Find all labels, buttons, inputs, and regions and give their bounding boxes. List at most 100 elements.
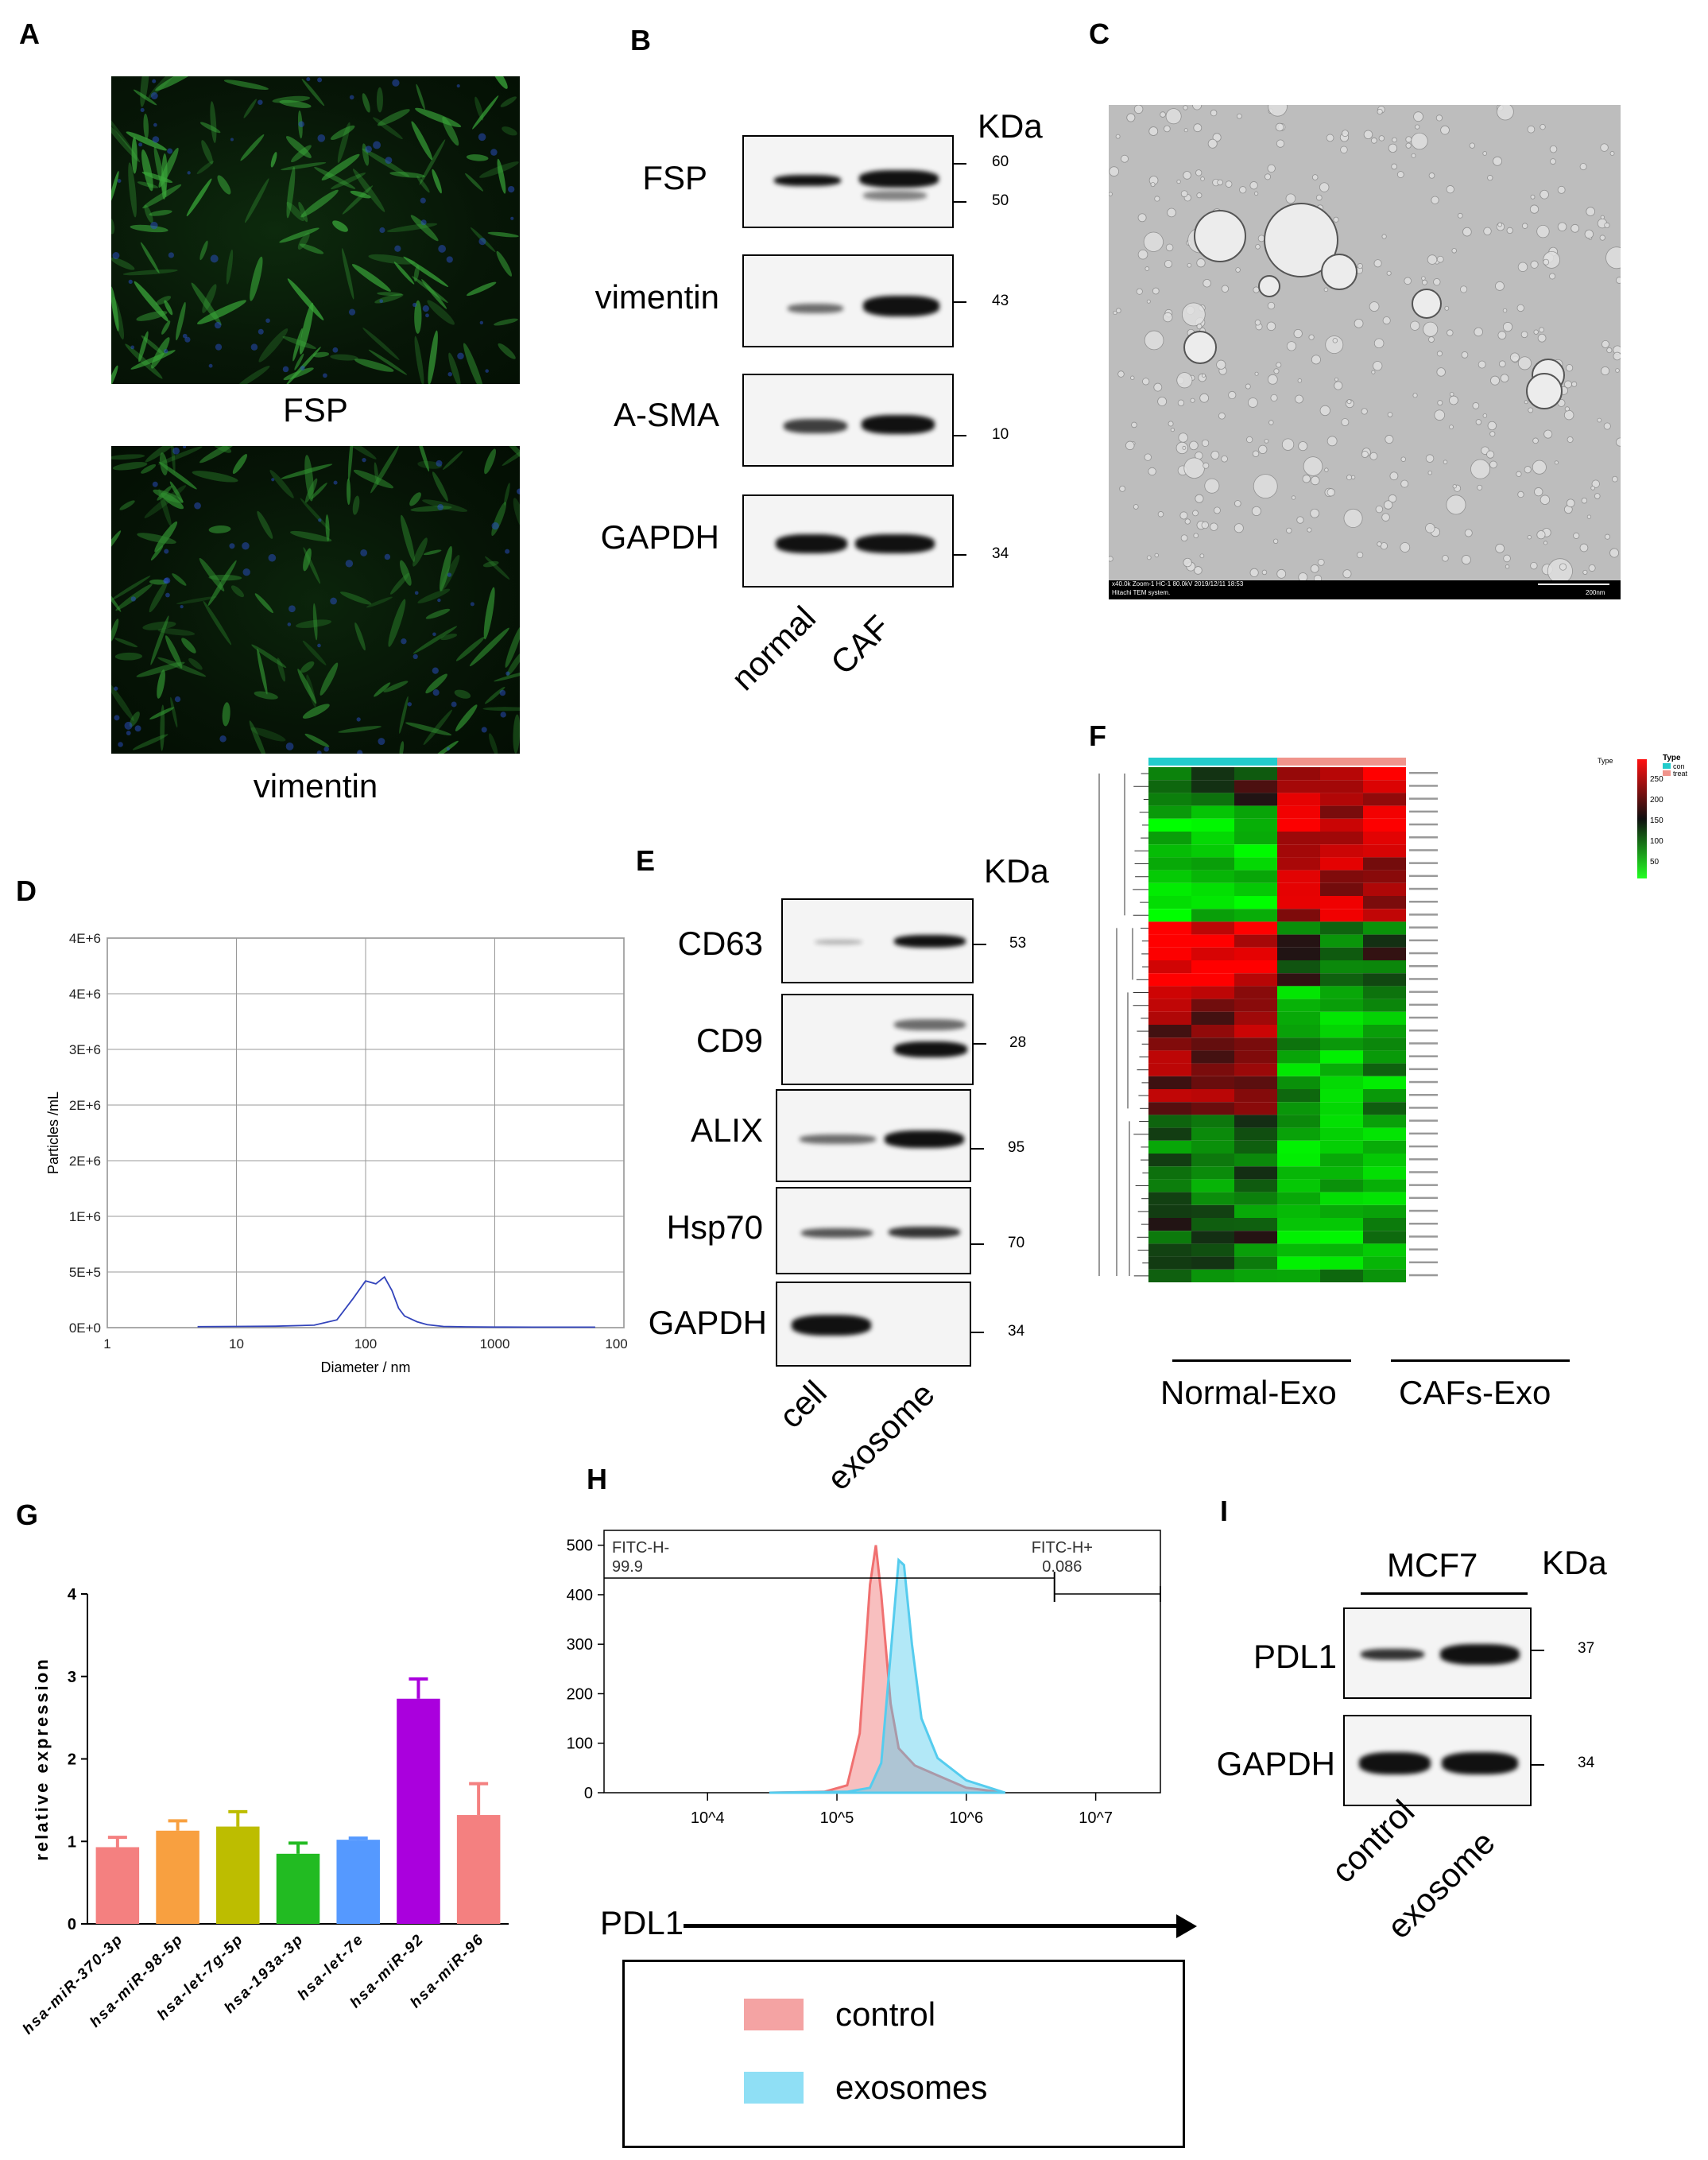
- legend-swatch-control: [744, 1999, 804, 2030]
- row-label: [1409, 1184, 1438, 1186]
- heatmap-cell: [1191, 960, 1234, 974]
- mw-cd9-28: 28: [1009, 1034, 1027, 1051]
- row-label: [1409, 849, 1438, 851]
- heatmap-cell: [1320, 857, 1363, 871]
- flow-cytometry-histogram: 0 100 200 300 400 500 10^4 10^5 10^6 10^7 FITC-H-9…: [567, 1530, 1161, 1827]
- row-label: [1409, 1248, 1438, 1251]
- heatmap-cell: [1191, 1076, 1234, 1089]
- mw-asma-10: 10: [992, 426, 1009, 443]
- mw-gapdh-34-e: 34: [1008, 1323, 1025, 1340]
- row-label: [1409, 901, 1438, 903]
- heatmap-cell: [1320, 1154, 1363, 1167]
- heatmap-cell: [1191, 986, 1234, 999]
- x-tick-label: 10: [229, 1336, 244, 1351]
- heatmap-cell: [1234, 1050, 1277, 1064]
- size-distribution-line: [197, 1275, 595, 1328]
- heatmap-cell: [1363, 1025, 1406, 1038]
- kda-unit-b: KDa: [978, 107, 1043, 145]
- panel-letter-a: A: [19, 17, 40, 50]
- heatmap-cell: [1148, 780, 1191, 793]
- histogram-exosomes: [769, 1557, 1006, 1794]
- heatmap-cell: [1320, 1269, 1363, 1282]
- heatmap-cell: [1277, 1140, 1320, 1154]
- y-tick-label: 200: [567, 1685, 593, 1703]
- heatmap-cell: [1277, 1050, 1320, 1064]
- panel-letter-d: D: [16, 874, 37, 907]
- heatmap-cell: [1148, 896, 1191, 909]
- heatmap-cell: [1234, 1204, 1277, 1218]
- heatmap-cell: [1277, 1179, 1320, 1192]
- row-label: [1409, 1003, 1438, 1006]
- group-label-cafs-exo: CAFs-Exo: [1399, 1374, 1551, 1411]
- heatmap-cell: [1148, 1231, 1191, 1244]
- legend-title: Type: [1663, 754, 1681, 762]
- heatmap-cell: [1320, 1127, 1363, 1141]
- blot-label-alix: ALIX: [690, 1111, 763, 1149]
- heatmap-cell: [1191, 896, 1234, 909]
- heatmap-cell: [1148, 1218, 1191, 1231]
- heatmap-cell: [1148, 1050, 1191, 1064]
- heatmap-cell: [1277, 960, 1320, 974]
- heatmap-cell: [1363, 818, 1406, 832]
- heatmap-cell: [1320, 1166, 1363, 1180]
- heatmap-cell: [1234, 1218, 1277, 1231]
- heatmap-cell: [1320, 844, 1363, 858]
- y-tick-label: 0: [584, 1785, 593, 1802]
- heatmap-cell: [1234, 1025, 1277, 1038]
- x-tick-label: 10^5: [820, 1809, 854, 1827]
- x-tick-label: 1: [103, 1336, 110, 1351]
- bar: [456, 1815, 501, 1924]
- heatmap-cell: [1148, 1102, 1191, 1115]
- heatmap-cell: [1320, 805, 1363, 819]
- heatmap-cell: [1234, 818, 1277, 832]
- row-label: [1409, 1016, 1438, 1019]
- heatmap-cell: [1363, 909, 1406, 922]
- heatmap-cell: [1363, 857, 1406, 871]
- heatmap-cell: [1234, 1115, 1277, 1128]
- y-tick-label: 2E+6: [69, 1098, 101, 1113]
- lane-label-cell: cell: [772, 1373, 834, 1436]
- row-label: [1409, 1055, 1438, 1057]
- heatmap-cell: [1277, 857, 1320, 871]
- heatmap-cell: [1320, 1011, 1363, 1025]
- heatmap-cell: [1277, 793, 1320, 806]
- legend-swatch-exosomes: [744, 2072, 804, 2104]
- heatmap-cell: [1277, 1204, 1320, 1218]
- cell-line-label: MCF7: [1387, 1546, 1478, 1584]
- heatmap-cell: [1363, 1127, 1406, 1141]
- row-label: [1409, 836, 1438, 839]
- heatmap-cell: [1320, 870, 1363, 883]
- heatmap-cell: [1234, 1269, 1277, 1282]
- heatmap-cell: [1363, 780, 1406, 793]
- heatmap-cell: [1363, 1011, 1406, 1025]
- heatmap-cell: [1363, 1218, 1406, 1231]
- heatmap-cell: [1148, 934, 1191, 948]
- y-tick-label: 0E+0: [69, 1320, 101, 1336]
- y-tick-label: 1: [68, 1833, 76, 1851]
- row-label: [1409, 1274, 1438, 1277]
- type-bar-treat: [1277, 758, 1406, 766]
- heatmap-cell: [1363, 947, 1406, 960]
- row-label: [1409, 810, 1438, 813]
- heatmap-cell: [1363, 832, 1406, 845]
- heatmap-cell: [1363, 986, 1406, 999]
- row-label: [1409, 1107, 1438, 1109]
- blot-label-pdl1: PDL1: [1253, 1638, 1337, 1675]
- bar: [397, 1698, 440, 1924]
- heatmap-cell: [1363, 1076, 1406, 1089]
- heatmap-cell: [1363, 805, 1406, 819]
- heatmap-cell: [1234, 793, 1277, 806]
- row-label: [1409, 887, 1438, 890]
- blot-label-cd63: CD63: [677, 925, 763, 962]
- y-tick-label: 500: [567, 1538, 593, 1555]
- heatmap-cell: [1191, 999, 1234, 1012]
- color-scale-tick: 200: [1650, 796, 1663, 805]
- kda-unit-i: KDa: [1542, 1544, 1607, 1581]
- heatmap-cell: [1234, 1231, 1277, 1244]
- heatmap-cell: [1363, 1037, 1406, 1051]
- heatmap-cell: [1148, 1192, 1191, 1205]
- heatmap-cell: [1320, 1050, 1363, 1064]
- blot-label-gapdh-e: GAPDH: [648, 1304, 767, 1341]
- heatmap-cell: [1234, 780, 1277, 793]
- heatmap-cell: [1320, 1243, 1363, 1257]
